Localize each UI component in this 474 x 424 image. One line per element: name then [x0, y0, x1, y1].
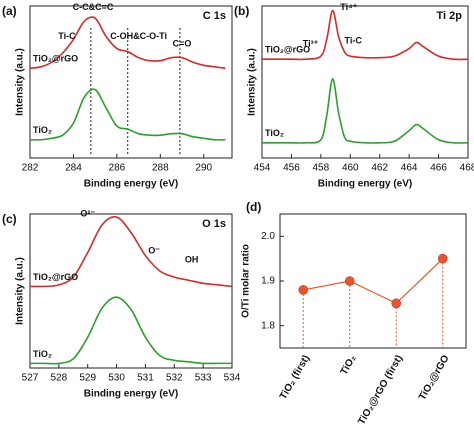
- x-tick-label: 466: [430, 163, 447, 174]
- spectrum-line: [29, 88, 226, 141]
- panel-title: Ti 2p: [437, 10, 463, 22]
- spectrum-line: [30, 296, 232, 365]
- spectrum-line: [29, 216, 233, 288]
- x-tick-label: 282: [22, 163, 39, 174]
- series-label: TiO₂: [265, 128, 284, 138]
- annotation: O²⁻: [80, 208, 95, 218]
- spectrum-line: [29, 16, 226, 70]
- x-tick-label: 290: [195, 163, 212, 174]
- ratio-line: [303, 258, 444, 305]
- x-axis-label: Binding energy (eV): [84, 389, 178, 400]
- x-tick-label: 532: [166, 373, 183, 384]
- panel-title: C 1s: [203, 10, 226, 22]
- plot-frame: [279, 213, 467, 349]
- annotation: Ti³⁺: [303, 38, 319, 48]
- y-axis-label: Intensity (a.u.): [247, 48, 258, 116]
- spectrum-line: [261, 9, 469, 61]
- x-tick-label: 464: [401, 163, 418, 174]
- x-tick-label: 288: [152, 163, 169, 174]
- x-tick-label: 528: [51, 373, 68, 384]
- ratio-point: [298, 285, 309, 295]
- y-axis-label: O/Ti molar ratio: [241, 244, 252, 318]
- x-tick-label: TiO₂@rGO (first): [356, 353, 405, 424]
- x-tick-label: 533: [195, 373, 212, 384]
- y-axis-label: Intensity (a.u.): [15, 257, 26, 325]
- x-tick-label: 529: [79, 373, 96, 384]
- x-axis-label: Binding energy (eV): [84, 179, 178, 190]
- ratio-point: [344, 276, 355, 286]
- annotation: C-OH&C-O-Ti: [110, 31, 167, 41]
- series-label: TiO₂: [33, 349, 52, 359]
- plot-frame: [29, 5, 233, 159]
- x-axis-label: Binding energy (eV): [318, 179, 412, 190]
- panel-label: (a): [2, 4, 17, 18]
- annotation: Ti-C: [345, 35, 363, 45]
- x-tick-label: 527: [22, 373, 39, 384]
- series-label: TiO₂@rGO: [33, 54, 78, 64]
- series-label: TiO₂@rGO: [265, 45, 310, 55]
- x-tick-label: 534: [224, 373, 241, 384]
- spectrum-line: [262, 78, 469, 144]
- x-tick-label: 456: [283, 163, 300, 174]
- y-tick-label: 1.9: [261, 276, 275, 287]
- annotation: OH: [185, 255, 199, 265]
- x-tick-label: TiO₂@rGO: [417, 353, 452, 402]
- x-tick-label: 458: [313, 163, 330, 174]
- x-tick-label: 286: [109, 163, 126, 174]
- annotation: O⁻: [148, 245, 160, 255]
- ratio-point: [437, 253, 448, 264]
- panel-label: (b): [234, 4, 249, 18]
- panel-title: O 1s: [202, 218, 226, 230]
- y-tick-label: 1.8: [261, 320, 275, 331]
- plot-frame: [261, 5, 469, 159]
- panel-label: (d): [246, 200, 261, 214]
- annotation: C=O: [173, 38, 192, 48]
- annotation: Ti⁴⁺: [340, 2, 357, 12]
- x-tick-label: TiO₂: [339, 353, 359, 377]
- panel-label: (c): [2, 212, 17, 226]
- x-tick-label: 530: [108, 373, 125, 384]
- x-tick-label: 468: [460, 163, 474, 174]
- plot-frame: [29, 213, 233, 369]
- series-label: TiO₂@rGO: [33, 272, 78, 282]
- annotation: C-C&C=C: [73, 2, 114, 12]
- series-label: TiO₂: [33, 125, 52, 135]
- x-tick-label: 284: [65, 163, 82, 174]
- x-tick-label: 454: [254, 163, 271, 174]
- ratio-point: [391, 298, 402, 309]
- x-tick-label: 460: [342, 163, 359, 174]
- y-tick-label: 2.0: [261, 231, 275, 242]
- annotation: Ti-C: [58, 31, 76, 41]
- y-axis-label: Intensity (a.u.): [15, 48, 26, 116]
- x-tick-label: 462: [371, 163, 388, 174]
- x-tick-label: 531: [137, 373, 154, 384]
- x-tick-label: TiO₂ (first): [278, 353, 312, 401]
